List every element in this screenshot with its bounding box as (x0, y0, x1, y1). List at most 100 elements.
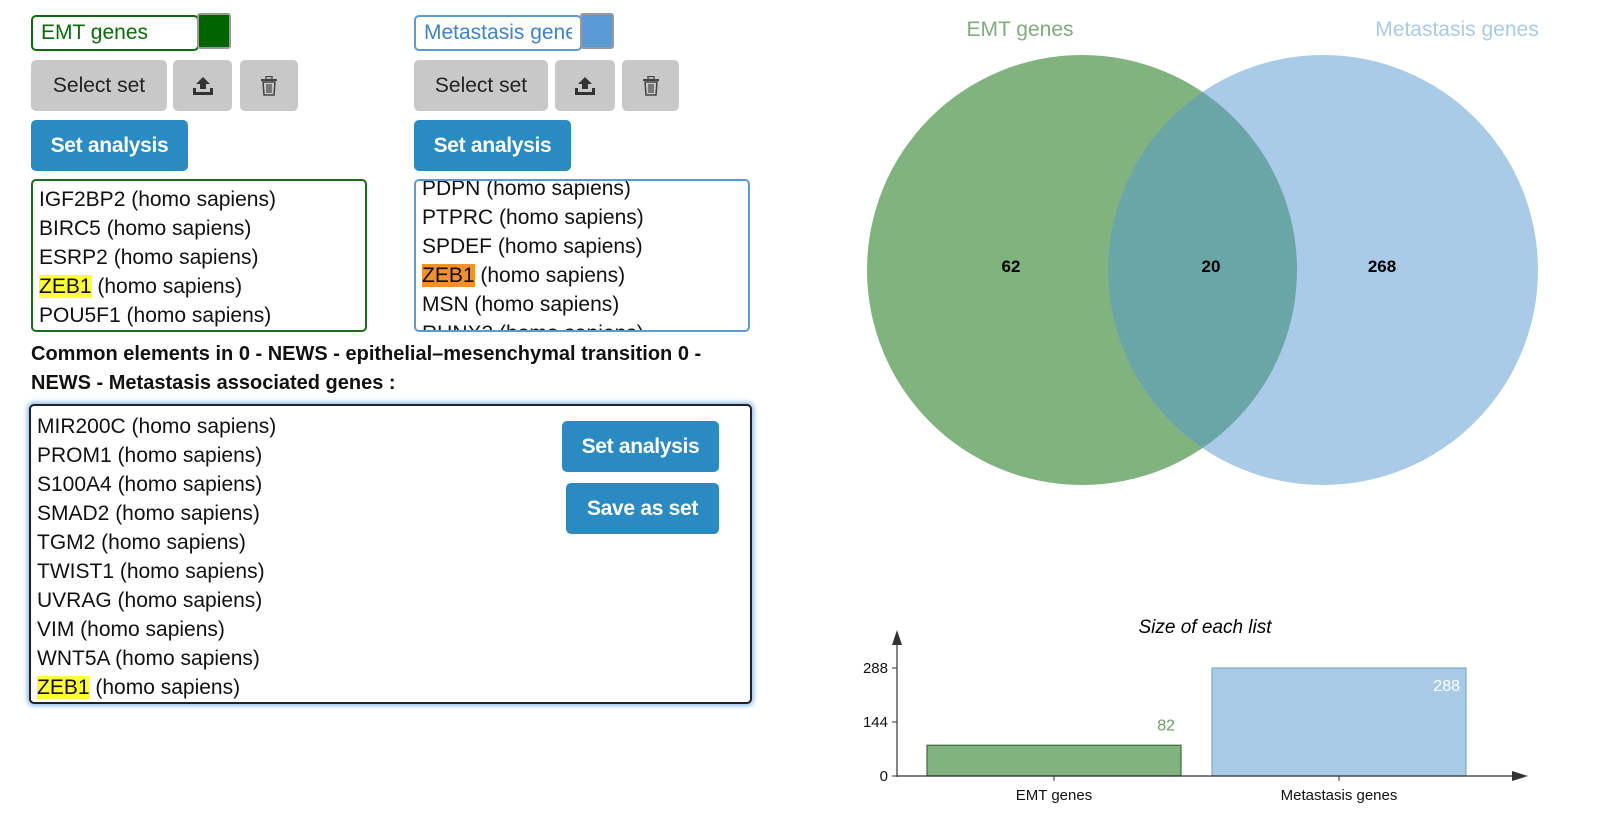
gene-symbol: VIM (37, 618, 75, 641)
venn-label-metastasis: Metastasis genes (1375, 18, 1538, 41)
set-b-gene-list[interactable]: PDPN (homo sapiens) PTPRC (homo sapiens) S… (414, 179, 750, 332)
bar-value-label: 82 (1157, 717, 1175, 734)
gene-organism: (homo sapiens) (111, 473, 263, 496)
gene-organism: (homo sapiens) (492, 235, 643, 258)
gene-symbol: POU5F1 (39, 304, 121, 327)
set-b-delete-button[interactable] (622, 60, 679, 111)
list-item[interactable]: ESRP2 (homo sapiens) (33, 243, 365, 272)
venn-count-metastasis-only: 268 (1368, 257, 1396, 276)
gene-organism: (homo sapiens) (111, 589, 263, 612)
gene-organism: (homo sapiens) (125, 188, 276, 211)
upload-icon (575, 76, 595, 95)
venn-count-emt-only: 62 (1002, 257, 1021, 276)
list-item[interactable]: WNT5A (homo sapiens) (31, 644, 750, 673)
gene-organism: (homo sapiens) (125, 415, 277, 438)
set-b-name-input[interactable] (414, 15, 582, 51)
list-item[interactable]: POU5F1 (homo sapiens) (33, 301, 365, 330)
gene-symbol: PTPRC (422, 206, 494, 229)
x-tick-label: Metastasis genes (1281, 787, 1398, 804)
x-tick-label: EMT genes (1016, 787, 1092, 804)
list-item[interactable]: MIR200C (homo sapiens) (31, 412, 750, 441)
venn-label-emt: EMT genes (967, 18, 1074, 41)
list-item[interactable]: PTPRC (homo sapiens) (416, 203, 748, 232)
bar-emt-genes[interactable] (926, 744, 1182, 777)
gene-symbol: PDPN (422, 179, 481, 200)
bar-metastasis-genes[interactable] (1211, 667, 1467, 777)
venn-diagram: EMT genes Metastasis genes 62 20 268 (867, 18, 1539, 485)
gene-symbol: PROM1 (37, 444, 112, 467)
set-a-color-swatch[interactable] (197, 13, 231, 49)
gene-symbol: ZEB1 (37, 676, 90, 699)
set-b-color-swatch[interactable] (580, 13, 614, 49)
list-item[interactable]: VIM (homo sapiens) (31, 615, 750, 644)
gene-symbol: S100A4 (37, 473, 112, 496)
list-item[interactable]: SPDEF (homo sapiens) (416, 232, 748, 261)
gene-symbol: IGF2BP2 (39, 188, 126, 211)
common-analysis-button[interactable]: Set analysis (562, 421, 719, 472)
list-item[interactable]: BIRC5 (homo sapiens) (33, 214, 365, 243)
set-a-delete-button[interactable] (240, 60, 298, 111)
trash-icon (642, 75, 659, 96)
venn-count-intersection: 20 (1202, 257, 1221, 276)
list-item[interactable]: SMAD2 (homo sapiens) (31, 499, 750, 528)
gene-symbol: WNT5A (37, 647, 110, 670)
set-b-select-button[interactable]: Select set (414, 60, 548, 111)
set-a-name-input[interactable] (31, 15, 199, 51)
gene-symbol: BIRC5 (39, 217, 101, 240)
bar-value-label: 288 (1433, 678, 1460, 695)
gene-organism: (homo sapiens) (120, 304, 272, 327)
set-a-gene-list[interactable]: IGF2BP2 (homo sapiens) BIRC5 (homo sapien… (31, 179, 367, 332)
list-size-bar-chart: Size of each list 82 EMT genes 288 Metastas… (863, 617, 1528, 804)
gene-organism: (homo sapiens) (74, 618, 225, 641)
list-item[interactable]: ZEB1 (homo sapiens) (31, 673, 750, 702)
gene-symbol: TGM2 (37, 531, 96, 554)
gene-organism: (homo sapiens) (109, 502, 260, 525)
list-item[interactable]: IGF2BP2 (homo sapiens) (33, 185, 365, 214)
gene-organism: (homo sapiens) (100, 217, 252, 240)
gene-symbol: ZEB1 (39, 275, 92, 298)
gene-organism: (homo sapiens) (114, 560, 265, 583)
set-a-analysis-button[interactable]: Set analysis (31, 120, 188, 171)
gene-organism: (homo sapiens) (95, 531, 246, 554)
list-item[interactable]: RUNX3 (homo sapiens) (416, 319, 748, 330)
gene-symbol: ZEB1 (422, 264, 475, 287)
venn-overlap[interactable] (1108, 55, 1538, 485)
chart-title: Size of each list (1138, 617, 1272, 638)
gene-symbol: ESRP2 (39, 246, 108, 269)
list-item[interactable]: UVRAG (homo sapiens) (31, 586, 750, 615)
list-item[interactable]: PROM1 (homo sapiens) (31, 441, 750, 470)
gene-symbol: UVRAG (37, 589, 112, 612)
set-a-upload-button[interactable] (173, 60, 232, 111)
list-item[interactable]: ZEB1 (homo sapiens) (416, 261, 748, 290)
gene-symbol: SMAD2 (37, 502, 110, 525)
y-axis-arrow (892, 630, 902, 645)
set-b-upload-button[interactable] (555, 60, 615, 111)
gene-organism: (homo sapiens) (111, 444, 263, 467)
save-as-set-button[interactable]: Save as set (566, 483, 719, 534)
gene-symbol: RUNX3 (422, 322, 493, 330)
list-item[interactable]: TGM2 (homo sapiens) (31, 528, 750, 557)
gene-symbol: MIR200C (37, 415, 126, 438)
gene-organism: (homo sapiens) (468, 293, 620, 316)
list-item[interactable]: PDPN (homo sapiens) (416, 179, 748, 203)
gene-organism: (homo sapiens) (474, 264, 626, 287)
list-item[interactable]: S100A4 (homo sapiens) (31, 470, 750, 499)
upload-icon (192, 76, 213, 95)
gene-organism: (homo sapiens) (91, 275, 243, 298)
gene-organism: (homo sapiens) (89, 676, 241, 699)
set-a-select-button[interactable]: Select set (31, 60, 167, 111)
list-item[interactable]: MSN (homo sapiens) (416, 290, 748, 319)
gene-symbol: SPDEF (422, 235, 493, 258)
set-b-analysis-button[interactable]: Set analysis (414, 120, 571, 171)
gene-organism: (homo sapiens) (493, 322, 644, 330)
gene-organism: (homo sapiens) (107, 246, 259, 269)
list-item[interactable]: ZEB1 (homo sapiens) (33, 272, 365, 301)
y-tick-label: 0 (880, 768, 888, 785)
gene-organism: (homo sapiens) (109, 647, 260, 670)
trash-icon (261, 75, 277, 96)
gene-organism: (homo sapiens) (480, 179, 631, 200)
list-item[interactable]: TWIST1 (homo sapiens) (31, 557, 750, 586)
common-elements-title: Common elements in 0 - NEWS - epithelial… (31, 343, 702, 394)
y-tick-label: 144 (863, 714, 888, 731)
gene-symbol: MSN (422, 293, 469, 316)
